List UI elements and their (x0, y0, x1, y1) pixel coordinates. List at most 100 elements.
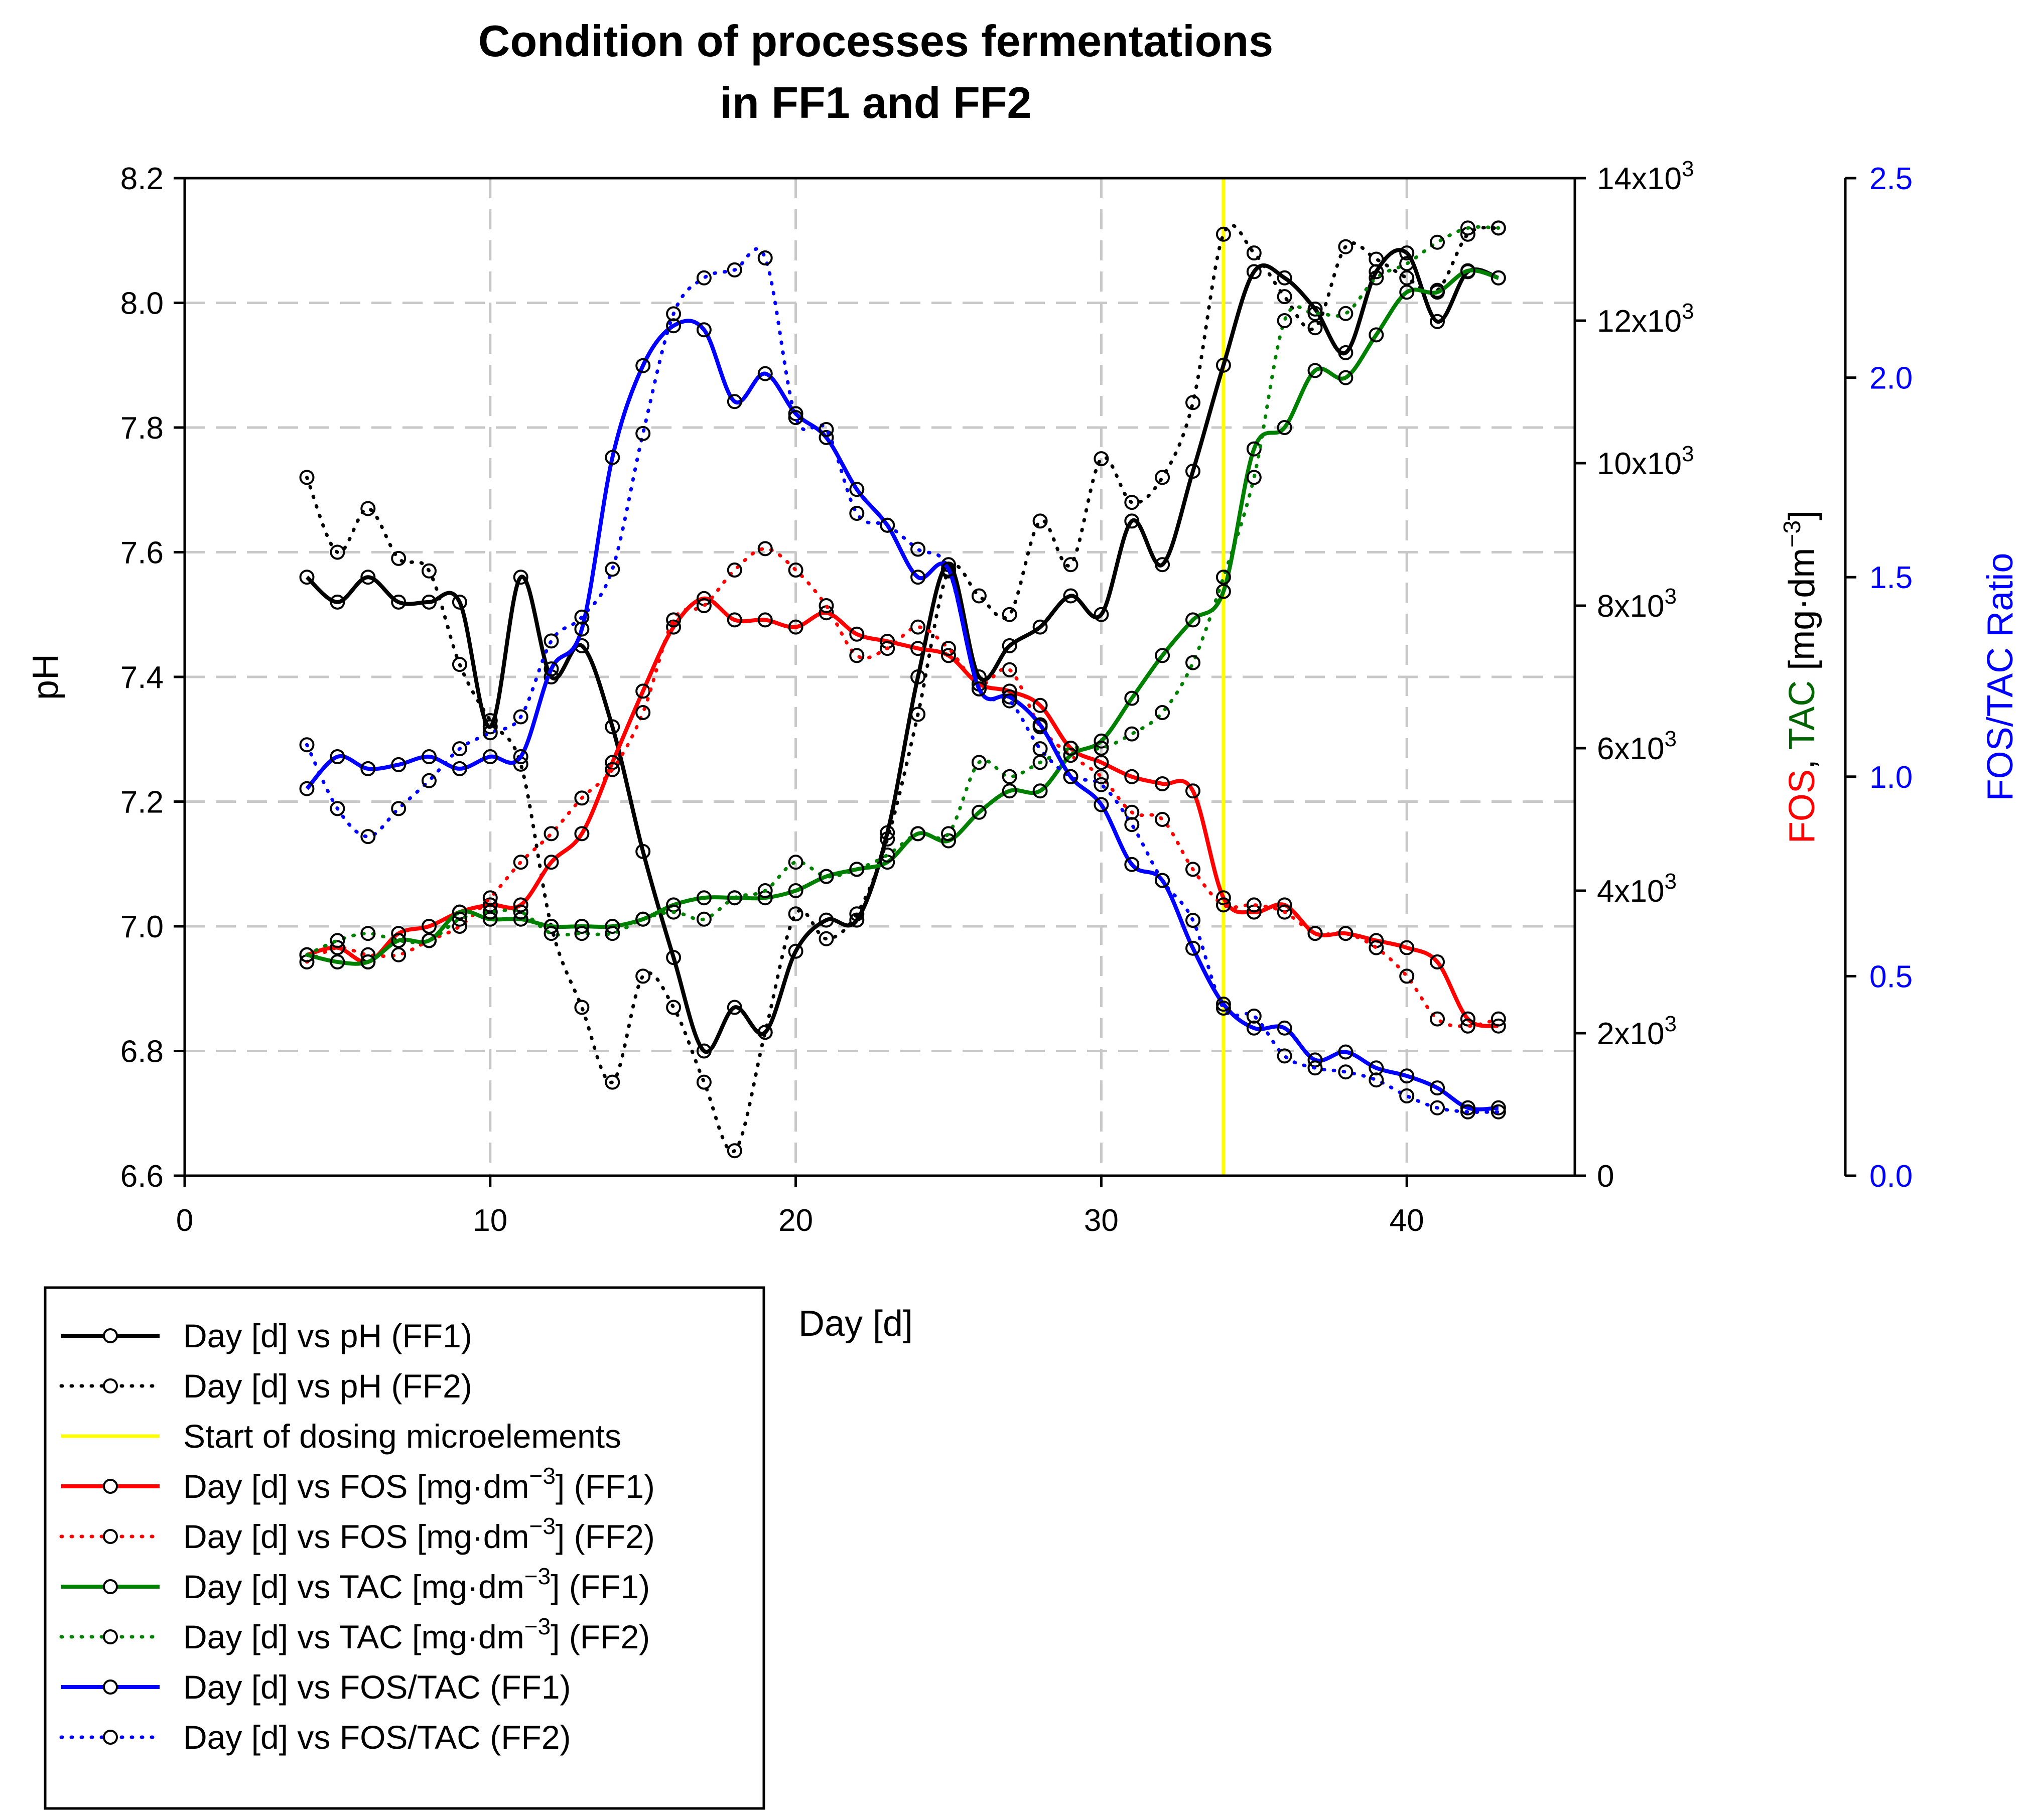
data-point-ratio2 (1491, 1104, 1506, 1119)
data-point-ratio2 (971, 681, 987, 696)
data-point-ph2 (422, 563, 437, 579)
data-point-tac2 (299, 947, 315, 962)
data-point-fos2 (1094, 769, 1109, 784)
data-point-ratio2 (1430, 1100, 1445, 1115)
data-point-ph2 (1063, 557, 1078, 573)
data-point-tac1 (1124, 690, 1140, 706)
data-point-tac2 (452, 911, 467, 927)
data-point-ratio1 (757, 366, 773, 381)
legend-entry: Day [d] vs FOS/TAC (FF1) (61, 1668, 571, 1706)
data-point-tac2 (1491, 220, 1506, 236)
series-line-fos1 (306, 596, 1499, 1028)
data-point-tac2 (513, 904, 528, 920)
data-point-ratio2 (849, 506, 865, 521)
data-point-ph1 (391, 594, 407, 610)
legend-entry: Start of dosing microelements (61, 1418, 621, 1455)
fos-tac-tick-label: 14x103 (1597, 157, 1694, 196)
data-point-fos2 (666, 612, 682, 628)
unit-exponent: −3 (1779, 520, 1806, 548)
data-point-fos2 (910, 619, 926, 635)
data-point-tac1 (330, 954, 345, 969)
legend-entry: Day [d] vs TAC [mg·dm−3] (FF1) (61, 1563, 650, 1605)
data-point-tac1 (1032, 783, 1048, 799)
data-point-tac1 (1185, 612, 1200, 628)
data-point-tac2 (880, 848, 895, 863)
data-point-ph2 (452, 657, 467, 672)
data-point-ratio1 (330, 749, 345, 764)
data-point-ph1 (635, 844, 651, 859)
ph-tick-label: 7.6 (120, 536, 164, 571)
legend-label: Day [d] vs FOS [mg·dm−3] (FF2) (183, 1513, 655, 1555)
data-point-ph1 (1063, 588, 1078, 604)
data-point-fos1 (1399, 940, 1415, 955)
data-point-ph1 (452, 594, 467, 610)
data-point-ph1 (513, 570, 528, 585)
data-point-tac2 (971, 755, 987, 770)
data-point-ph2 (1215, 226, 1231, 242)
data-point-ph2 (819, 931, 834, 946)
data-point-ph2 (971, 588, 987, 604)
data-point-tac1 (788, 883, 803, 898)
data-point-tac1 (696, 890, 712, 906)
data-point-ratio1 (1246, 1020, 1262, 1036)
data-point-ratio1 (513, 749, 528, 764)
data-point-ratio2 (482, 725, 498, 741)
data-point-tac1 (1399, 285, 1415, 300)
data-point-ratio2 (574, 609, 590, 625)
legend-label: Day [d] vs TAC [mg·dm−3] (FF2) (183, 1613, 650, 1655)
data-point-ph1 (1277, 270, 1292, 286)
data-point-fos2 (635, 705, 651, 720)
data-point-tac2 (666, 904, 682, 920)
data-point-tac1 (1460, 263, 1475, 278)
tac-label-part: TAC (1782, 680, 1822, 750)
data-point-tac1 (513, 911, 528, 927)
data-point-tac1 (1277, 420, 1292, 435)
data-point-tac2 (1185, 655, 1200, 670)
series-fos1 (299, 591, 1506, 1034)
data-point-tac2 (1399, 256, 1415, 271)
x-axis-label: Day [d] (798, 1304, 913, 1344)
data-point-tac1 (1430, 285, 1445, 300)
data-point-ratio2 (422, 773, 437, 788)
data-point-tac1 (1063, 748, 1078, 763)
fos-tac-tick-label: 10x103 (1597, 442, 1694, 481)
legend-marker-ph2 (103, 1378, 118, 1393)
legend-marker-tac1 (103, 1579, 118, 1594)
data-point-ph1 (605, 719, 620, 735)
data-point-ratio2 (1307, 1060, 1323, 1076)
fos-tac-axis-label: FOS, TAC [mg·dm−3] (1779, 510, 1822, 844)
unit-mg: [mg (1782, 610, 1822, 680)
data-point-ratio2 (1185, 913, 1200, 928)
ratio-axis-label: FOS/TAC Ratio (1980, 553, 2020, 801)
data-point-ratio2 (880, 517, 895, 533)
ph-axis-ticks: 6.6 6.8 7.0 7.2 7.4 7.6 7.8 8.0 8.2 (120, 162, 185, 1194)
x-tick-label: 30 (1084, 1203, 1119, 1238)
legend-marker-ph1 (103, 1328, 118, 1343)
data-point-ph1 (788, 943, 803, 959)
data-point-fos2 (1277, 904, 1292, 920)
data-point-tac2 (1460, 220, 1475, 236)
data-point-tac2 (1277, 313, 1292, 328)
fos-tac-tick-label: 4x103 (1597, 869, 1677, 909)
ratio-tick-label: 2.0 (1869, 361, 1913, 396)
legend-entry: Day [d] vs pH (FF2) (59, 1367, 472, 1405)
data-point-tac2 (391, 933, 407, 948)
series-tac1 (299, 263, 1506, 969)
legend-marker-tac2 (103, 1629, 118, 1644)
data-point-tac2 (1338, 306, 1354, 321)
data-point-ph1 (1307, 301, 1323, 317)
data-point-fos2 (482, 890, 498, 906)
data-point-ph1 (1215, 357, 1231, 373)
data-point-ratio2 (910, 541, 926, 557)
data-point-tac2 (819, 869, 834, 884)
data-point-ratio2 (1124, 817, 1140, 832)
data-point-fos1 (1124, 769, 1140, 784)
data-point-ratio1 (727, 394, 742, 409)
data-point-ratio2 (788, 410, 803, 426)
fos-tac-tick-label: 2x103 (1597, 1012, 1677, 1051)
ratio-tick-label: 1.5 (1869, 561, 1913, 595)
ph-tick-label: 8.0 (120, 287, 164, 321)
legend-label: Day [d] vs FOS [mg·dm−3] (FF1) (183, 1463, 655, 1505)
data-point-tac2 (1063, 741, 1078, 756)
data-point-tac1 (1307, 363, 1323, 378)
